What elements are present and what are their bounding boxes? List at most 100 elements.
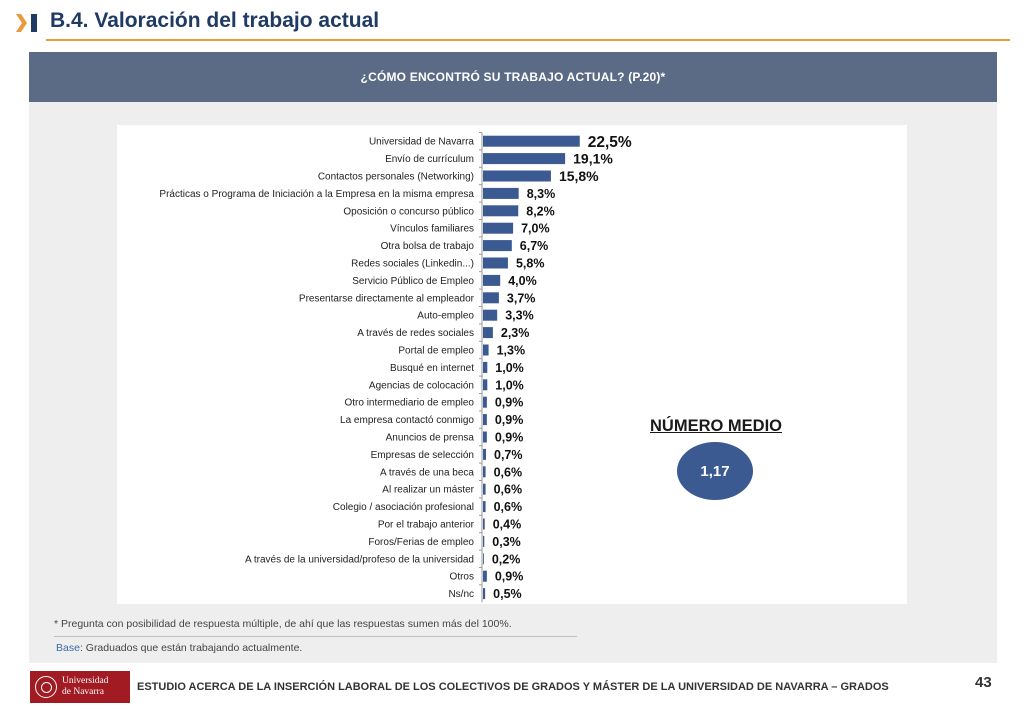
- category-label: Vínculos familiares: [390, 224, 474, 235]
- bar: [483, 396, 487, 408]
- bar: [483, 170, 551, 182]
- logo-wordmark: Universidad de Navarra: [62, 676, 108, 698]
- footnote: * Pregunta con posibilidad de respuesta …: [54, 618, 512, 630]
- page-title: B.4. Valoración del trabajo actual: [50, 9, 380, 32]
- bar: [483, 448, 487, 460]
- page-number: 43: [975, 674, 992, 691]
- value-label: 1,0%: [495, 378, 524, 392]
- mean-value: 1,17: [700, 462, 730, 480]
- category-label: A través de la universidad/profeso de la…: [245, 554, 474, 565]
- bar: [483, 240, 512, 252]
- bar: [483, 153, 566, 165]
- bar: [483, 466, 486, 478]
- bar: [483, 222, 514, 234]
- bar: [483, 292, 499, 304]
- chevron-marker-icon: [16, 14, 37, 32]
- bar: [483, 135, 580, 147]
- value-label: 15,8%: [559, 168, 599, 184]
- bar: [483, 501, 486, 513]
- question-text: ¿CÓMO ENCONTRÓ SU TRABAJO ACTUAL? (P.20)…: [360, 70, 666, 84]
- value-label: 0,6%: [494, 483, 522, 497]
- value-label: 2,3%: [501, 326, 530, 340]
- bar: [483, 570, 487, 582]
- value-label: 0,6%: [494, 465, 522, 479]
- value-label: 1,3%: [497, 344, 525, 358]
- value-label: 22,5%: [588, 134, 632, 151]
- category-label: Presentarse directamente al empleador: [299, 293, 475, 304]
- logo-line-2: de Navarra: [62, 687, 104, 697]
- value-label: 0,7%: [494, 448, 523, 462]
- value-label: 0,9%: [495, 570, 524, 584]
- mean-title: NÚMERO MEDIO: [650, 417, 782, 435]
- bar: [483, 553, 484, 565]
- category-label: Auto-empleo: [417, 311, 474, 322]
- header-divider: [46, 39, 1010, 41]
- question-banner: ¿CÓMO ENCONTRÓ SU TRABAJO ACTUAL? (P.20)…: [29, 52, 997, 102]
- value-label: 3,3%: [505, 309, 534, 323]
- bar: [483, 518, 485, 530]
- university-logo: Universidad de Navarra: [30, 671, 130, 703]
- category-label: Al realizar un máster: [382, 485, 474, 496]
- bar: [483, 344, 489, 356]
- value-label: 0,9%: [495, 413, 524, 427]
- bar: [483, 361, 488, 373]
- category-label: Agencias de colocación: [369, 380, 474, 391]
- value-label: 19,1%: [573, 151, 613, 167]
- value-label: 0,4%: [493, 518, 521, 532]
- category-label: Colegio / asociación profesional: [333, 502, 474, 513]
- category-label: Universidad de Navarra: [369, 137, 474, 148]
- chart-card: Universidad de Navarra 22,5% Envío de curr…: [117, 125, 907, 604]
- category-label: Portal de empleo: [398, 346, 474, 357]
- bar: [483, 257, 508, 269]
- category-label: Oposición o concurso público: [343, 206, 474, 217]
- base-note: Base: Graduados que están trabajando act…: [56, 642, 302, 654]
- category-label: Otra bolsa de trabajo: [381, 241, 475, 252]
- category-label: Ns/nc: [448, 589, 474, 600]
- category-label: Foros/Ferias de empleo: [368, 537, 474, 548]
- base-text: : Graduados que están trabajando actualm…: [79, 642, 303, 654]
- value-label: 8,3%: [527, 187, 556, 201]
- bar: [483, 588, 486, 600]
- university-seal-icon: [35, 676, 57, 698]
- mean-value-badge: 1,17: [677, 442, 753, 500]
- bar: [483, 327, 493, 339]
- category-label: La empresa contactó conmigo: [340, 415, 474, 426]
- category-label: Redes sociales (Linkedin...): [351, 259, 474, 270]
- value-label: 0,9%: [495, 431, 524, 445]
- value-label: 8,2%: [526, 204, 555, 218]
- bar: [483, 274, 501, 286]
- value-label: 0,2%: [492, 552, 521, 566]
- horizontal-bar-chart: Universidad de Navarra 22,5% Envío de curr…: [159, 132, 632, 603]
- category-label: Prácticas o Programa de Iniciación a la …: [159, 189, 474, 200]
- value-label: 3,7%: [507, 291, 536, 305]
- value-label: 7,0%: [521, 222, 550, 236]
- page-header: B.4. Valoración del trabajo actual: [0, 0, 1024, 44]
- bar: [483, 483, 486, 495]
- study-title: ESTUDIO ACERCA DE LA INSERCIÓN LABORAL D…: [137, 681, 889, 693]
- bar: [483, 535, 485, 547]
- category-label: Servicio Público de Empleo: [352, 276, 474, 287]
- value-label: 5,8%: [516, 257, 545, 271]
- bar: [483, 379, 488, 391]
- bar: [483, 205, 519, 217]
- category-label: Otros: [450, 572, 474, 583]
- logo-line-1: Universidad: [62, 676, 109, 686]
- category-label: Busqué en internet: [390, 363, 474, 374]
- category-label: Envío de currículum: [385, 154, 474, 165]
- category-label: A través de redes sociales: [357, 328, 474, 339]
- value-label: 1,0%: [495, 361, 524, 375]
- category-label: Otro intermediario de empleo: [344, 398, 474, 409]
- category-label: Anuncios de prensa: [386, 433, 475, 444]
- bar: [483, 431, 487, 443]
- base-label: Base: [56, 642, 80, 654]
- value-label: 4,0%: [508, 274, 537, 288]
- category-label: Por el trabajo anterior: [378, 520, 475, 531]
- value-label: 0,3%: [492, 535, 521, 549]
- value-label: 0,5%: [493, 587, 522, 601]
- category-label: Contactos personales (Networking): [318, 172, 474, 183]
- bar: [483, 309, 498, 321]
- value-label: 0,9%: [495, 396, 524, 410]
- bar: [483, 187, 519, 199]
- category-label: A través de una beca: [380, 467, 474, 478]
- value-label: 0,6%: [494, 500, 522, 514]
